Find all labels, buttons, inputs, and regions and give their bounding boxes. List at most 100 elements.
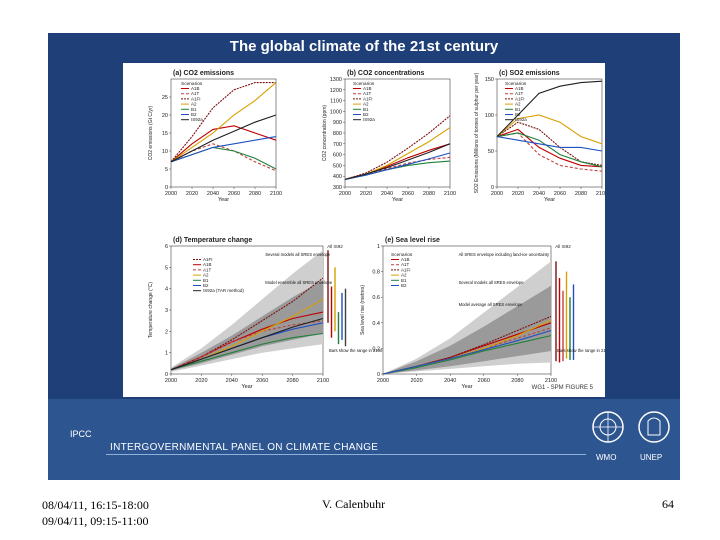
y-tick-label: 800 (333, 131, 342, 137)
unep-logo-icon (638, 411, 670, 443)
x-tick-label: 2000 (377, 378, 389, 384)
annotation: Bars show the range in 2100 produced by … (557, 348, 605, 353)
annotation: Bars show the range in 2100 produced by … (329, 348, 436, 353)
legend-title: Scenarios (181, 81, 203, 87)
legend-entry: A1T (203, 267, 212, 272)
inner-envelope (171, 280, 323, 371)
y-tick-label: 0.6 (372, 295, 380, 301)
series-line-is92a (170, 114, 277, 163)
range-bar-label: All IS92 (555, 244, 571, 249)
x-tick-label: 2100 (317, 378, 329, 384)
x-tick-label: 2080 (423, 191, 435, 197)
logo-marks (592, 411, 670, 443)
y-tick-label: 0.2 (372, 346, 380, 352)
y-tick-label: 50 (488, 149, 494, 155)
y-tick-label: 25 (162, 95, 168, 101)
slide-title: The global climate of the 21st century (229, 38, 499, 55)
series-line-a1t (170, 320, 324, 371)
series-line-b2 (382, 329, 552, 375)
chart-title: (a) CO2 emissions (173, 70, 234, 77)
x-axis-label: Year (461, 384, 472, 390)
y-tick-label: 3 (165, 308, 168, 314)
legend-entry: B1 (203, 278, 209, 283)
y-tick-label: 900 (333, 120, 342, 126)
annotation: All SRES envelope including land-ice unc… (459, 252, 550, 257)
y-tick-label: 1 (165, 351, 168, 357)
y-tick-label: 0 (377, 372, 380, 378)
legend-entry: A1FI (191, 96, 201, 101)
legend-entry: A2 (203, 273, 209, 278)
chart-title: (e) Sea level rise (385, 237, 440, 244)
date-line-2: 09/04/11, 09:15-11:00 (42, 514, 149, 528)
y-tick-label: 10 (162, 149, 168, 155)
legend-entry: A2 (401, 273, 407, 278)
y-axis-label: SO2 Emissions (Millions of tonnes of sul… (474, 72, 480, 193)
y-tick-label: 700 (333, 142, 342, 148)
legend-entry: A1B (401, 257, 410, 262)
chart-title: (b) CO2 concentrations (347, 70, 425, 77)
x-tick-label: 2100 (444, 191, 456, 197)
legend-entry: IS92a (TAR method) (203, 288, 244, 293)
y-tick-label: 150 (485, 77, 494, 83)
series-line-b2 (496, 136, 603, 152)
plot-frame-2 (496, 78, 603, 188)
unep-label: UNEP (640, 453, 663, 462)
ipcc-banner (48, 399, 680, 480)
y-tick-label: 400 (333, 174, 342, 180)
y-axis-label: Sea level rise (metres) (360, 285, 366, 335)
series-line-b2 (170, 136, 277, 163)
y-tick-label: 4 (165, 287, 168, 293)
x-tick-label: 2020 (410, 378, 422, 384)
author: V. Calenbuhr (322, 497, 386, 511)
x-tick-label: 2080 (575, 191, 587, 197)
y-tick-label: 100 (485, 113, 494, 119)
x-tick-label: 2060 (478, 378, 490, 384)
series-line-b1 (382, 335, 552, 375)
legend-title: Scenarios (353, 81, 375, 87)
legend-entry: A2 (515, 102, 521, 107)
legend-entry: B1 (363, 107, 369, 112)
y-tick-label: 5 (165, 265, 168, 271)
figure-ref: WG1 - SPM FIGURE 5 (532, 385, 594, 391)
slide: The global climate of the 21st century W… (48, 33, 680, 480)
org-name: INTERGOVERNMENTAL PANEL ON CLIMATE CHANG… (110, 442, 379, 453)
y-tick-label: 1100 (330, 99, 342, 105)
legend-entry: A1FI (401, 267, 411, 272)
series-line-b1 (496, 132, 603, 168)
x-tick-label: 2060 (402, 191, 414, 197)
y-tick-label: 1 (377, 244, 380, 250)
x-tick-label: 2100 (596, 191, 605, 197)
annotation: Model ensemble all SRES envelope (265, 280, 332, 285)
x-tick-label: 2000 (491, 191, 503, 197)
x-tick-label: 2080 (249, 191, 261, 197)
y-tick-label: 1300 (330, 77, 342, 83)
legend-entry: A2 (363, 102, 369, 107)
x-tick-label: 2040 (533, 191, 545, 197)
legend-entry: A1B (203, 262, 212, 267)
series-line-a1b (496, 128, 603, 168)
series-line-a2 (496, 114, 603, 145)
wmo-logo-icon (592, 411, 624, 443)
x-tick-label: 2020 (195, 378, 207, 384)
y-tick-label: 15 (162, 131, 168, 137)
legend-entry: B1 (191, 107, 197, 112)
legend-entry: A2 (191, 102, 197, 107)
x-tick-label: 2000 (165, 191, 177, 197)
legend-entry: A1T (191, 91, 200, 96)
series-line-is92a (496, 80, 603, 137)
wmo-label: WMO (596, 453, 617, 462)
x-axis-label: Year (218, 197, 229, 203)
plot-frame-1 (344, 78, 451, 188)
banner-divider (106, 454, 586, 455)
x-tick-label: 2000 (339, 191, 351, 197)
legend-entry: A1FI (363, 96, 373, 101)
x-tick-label: 2040 (226, 378, 238, 384)
series-line-b1 (170, 332, 324, 371)
legend-entry: A1B (191, 86, 200, 91)
x-tick-label: 2060 (228, 191, 240, 197)
y-tick-label: 300 (333, 185, 342, 191)
series-line-a1fi (344, 115, 451, 180)
plot-frame-0 (170, 78, 277, 188)
annotation: Several models all SRES envelope (265, 252, 331, 257)
y-tick-label: 20 (162, 113, 168, 119)
